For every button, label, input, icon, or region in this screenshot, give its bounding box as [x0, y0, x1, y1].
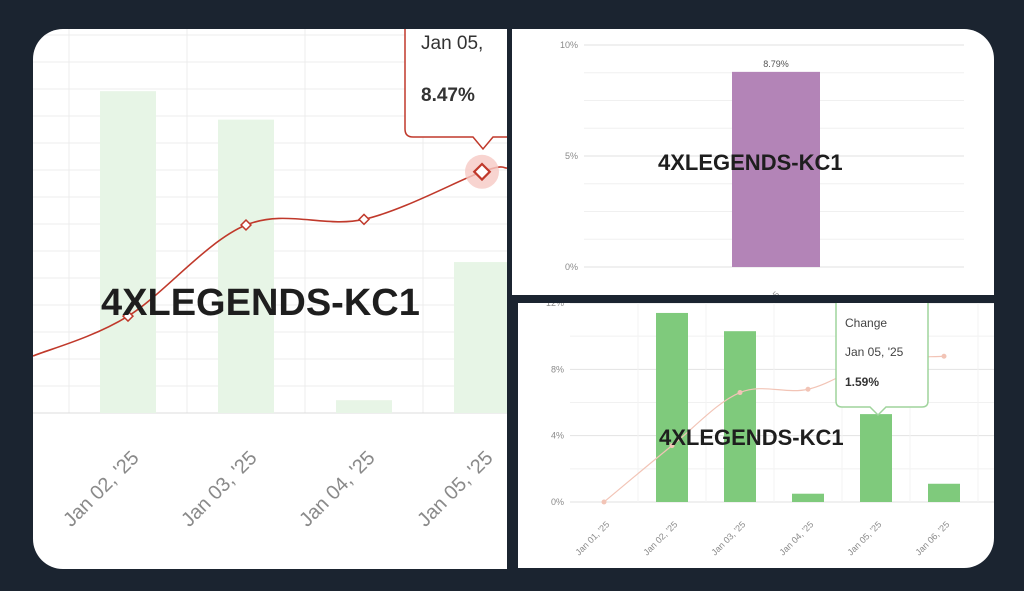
bar: [218, 119, 274, 413]
x-tick-label: Jan 04, '25: [777, 519, 815, 557]
x-tick-label: Jan 01, '25: [573, 519, 611, 557]
bar: [792, 493, 824, 502]
chart-panel-bottom-right: 0% 4% 8% 12% Jan 01, '25 Jan 02, '25 Jan 03, …: [518, 303, 994, 568]
x-tick-label: Jan 03, '25: [177, 447, 261, 531]
left-bars: [100, 91, 507, 413]
bottom-right-x-labels: Jan 01, '25 Jan 02, '25 Jan 03, '25 Jan 04,…: [573, 519, 951, 557]
watermark: 4XLEGENDS-KC1: [659, 425, 844, 450]
x-tick-label: Jan 02, '25: [59, 447, 143, 531]
bar: [100, 91, 156, 413]
top-right-y-ticks: 0% 5% 10%: [560, 40, 578, 272]
line-point-active: [472, 162, 492, 182]
bar: [732, 71, 820, 267]
line-point: [357, 213, 371, 226]
x-tick-label: '25: [766, 289, 781, 295]
bottom-right-bars: [656, 312, 960, 502]
left-tooltip-date: Jan 05,: [421, 33, 483, 54]
bottom-right-grid: [570, 303, 994, 503]
top-right-x-labels: '25: [766, 289, 781, 295]
bar: [656, 312, 688, 502]
bar: [860, 414, 892, 502]
left-tooltip-value: 8.47%: [421, 85, 475, 106]
left-tooltip-box: [404, 29, 507, 151]
top-right-chart: 0% 5% 10% 8.79% '25 4XLEGENDS-KC1: [560, 40, 964, 295]
x-tick-label: Jan 04, '25: [295, 447, 379, 531]
line-point: [601, 499, 607, 505]
y-tick-label: 5%: [565, 151, 578, 161]
chart-panel-top-right: 0% 5% 10% 8.79% '25 4XLEGENDS-KC1: [512, 29, 994, 295]
line-point: [669, 443, 675, 449]
x-tick-label: Jan 05, '25: [413, 447, 497, 531]
watermark: 4XLEGENDS-KC1: [658, 150, 843, 175]
bar: [336, 400, 392, 413]
line-point: [239, 219, 253, 232]
bottom-right-tooltip-box: [835, 303, 929, 417]
bottom-right-y-ticks: 0% 4% 8% 12%: [546, 303, 564, 507]
y-tick-label: 8%: [551, 364, 564, 374]
line-point: [121, 310, 135, 323]
data-label: 8.79%: [763, 59, 789, 69]
bottom-right-tooltip-value: 1.59%: [845, 375, 879, 389]
left-chart: Jan 02, '25 Jan 03, '25 Jan 04, '25 Jan 05,…: [33, 29, 507, 531]
bottom-right-tooltip-title: Change: [845, 316, 887, 330]
bar: [454, 262, 507, 413]
y-tick-label: 4%: [551, 431, 564, 441]
bottom-right-chart: 0% 4% 8% 12% Jan 01, '25 Jan 02, '25 Jan 03, …: [546, 303, 994, 557]
x-tick-label: Jan 05, '25: [845, 519, 883, 557]
left-line-points: [121, 154, 499, 323]
bottom-right-tooltip: Change Jan 05, '25 1.59%: [835, 303, 929, 417]
top-right-bars: 8.79%: [732, 59, 820, 267]
y-tick-label: 0%: [551, 497, 564, 507]
line-point: [805, 386, 811, 392]
x-tick-label: Jan 02, '25: [641, 519, 679, 557]
x-tick-label: Jan 06, '25: [913, 519, 951, 557]
left-tooltip: Jan 05, 8.47%: [404, 29, 507, 151]
line-point: [941, 353, 947, 359]
y-tick-label: 12%: [546, 303, 564, 308]
chart-panel-left: Jan 02, '25 Jan 03, '25 Jan 04, '25 Jan 05,…: [33, 29, 507, 569]
watermark: 4XLEGENDS-KC1: [101, 282, 420, 324]
bar: [928, 483, 960, 502]
bottom-right-tooltip-date: Jan 05, '25: [845, 345, 904, 359]
y-tick-label: 0%: [565, 262, 578, 272]
x-tick-label: Jan 03, '25: [709, 519, 747, 557]
bar: [724, 331, 756, 502]
line-point: [737, 390, 743, 396]
left-x-labels: Jan 02, '25 Jan 03, '25 Jan 04, '25 Jan 05,…: [59, 447, 497, 531]
y-tick-label: 10%: [560, 40, 578, 50]
